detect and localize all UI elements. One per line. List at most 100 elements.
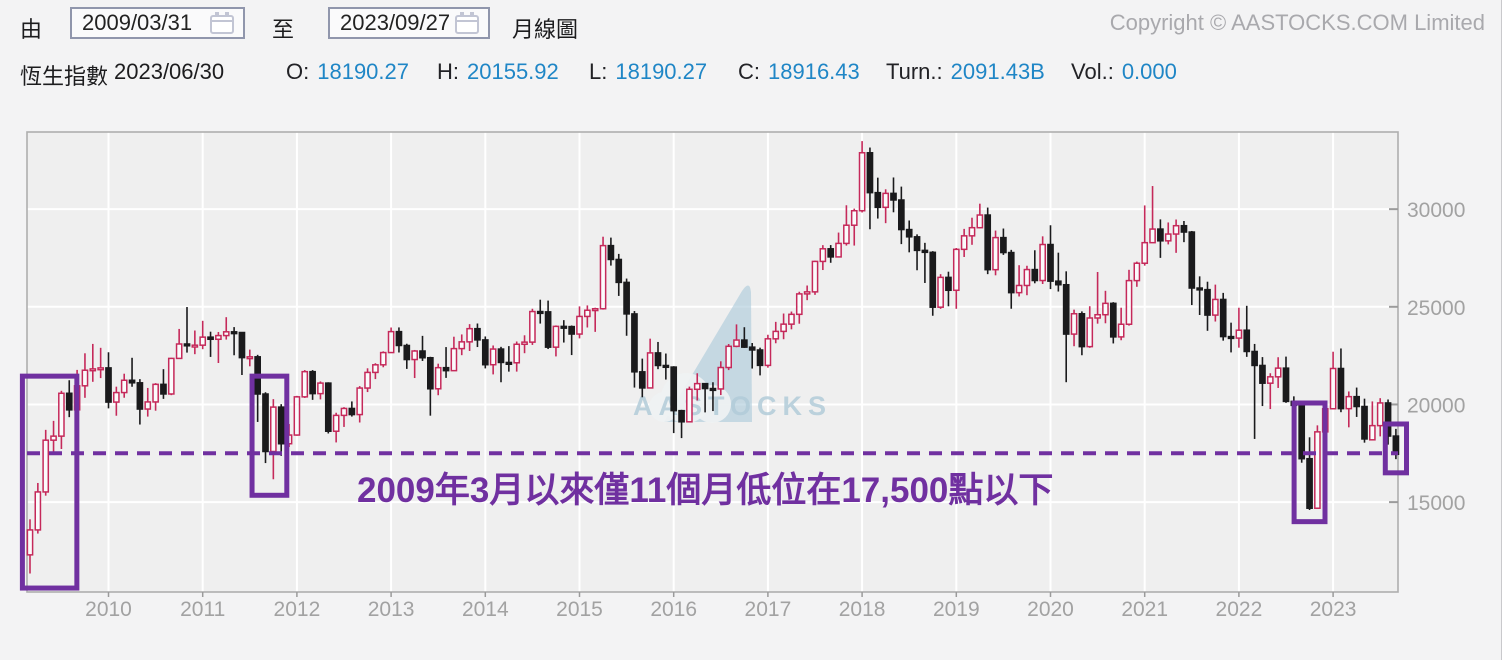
quote-volume: Vol.: 0.000 xyxy=(1071,59,1177,84)
candle-body xyxy=(497,348,505,364)
candle-body xyxy=(348,407,356,416)
calendar-icon[interactable] xyxy=(454,11,480,35)
candle-body xyxy=(529,310,536,343)
candle-body xyxy=(1306,457,1313,509)
candle-body xyxy=(1062,283,1070,335)
candle-body xyxy=(1369,424,1376,441)
candle-body xyxy=(1180,224,1188,233)
candle-body xyxy=(65,392,73,411)
candle-body xyxy=(89,368,97,372)
candle-body xyxy=(1125,279,1133,325)
candle-body xyxy=(756,349,764,367)
candle-body xyxy=(1384,402,1392,437)
candle-body xyxy=(1055,280,1062,286)
candle-body xyxy=(1149,228,1156,244)
candle-body xyxy=(1007,251,1015,294)
candle-body xyxy=(215,334,222,341)
candle-body xyxy=(395,330,403,347)
x-tick-label: 2022 xyxy=(1216,598,1263,621)
to-date-input[interactable]: 2023/09/27 xyxy=(328,7,490,39)
candle-body xyxy=(968,226,976,237)
candle-body xyxy=(1000,236,1007,254)
watermark-text: AASTOCKS xyxy=(633,391,832,421)
chart-type-label: 月線圖 xyxy=(512,17,579,42)
candle-body xyxy=(717,366,725,390)
index-name: 恆生指數 xyxy=(20,64,109,89)
candle-body xyxy=(379,351,387,366)
candle-body xyxy=(552,325,560,348)
candle-body xyxy=(505,361,513,365)
candle-body xyxy=(128,379,136,384)
candle-body xyxy=(238,331,246,359)
candle-body xyxy=(693,382,701,391)
x-tick-label: 2014 xyxy=(462,598,509,621)
candle-body xyxy=(803,291,811,295)
candle-body xyxy=(591,307,599,312)
x-tick-label: 2020 xyxy=(1027,598,1074,621)
x-tick-label: 2023 xyxy=(1310,598,1357,621)
y-tick-label: 30000 xyxy=(1407,199,1465,222)
candle-body xyxy=(277,406,285,445)
candlestick-series xyxy=(26,141,1400,574)
x-tick-label: 2011 xyxy=(180,598,225,621)
from-date-input[interactable]: 2009/03/31 xyxy=(70,7,245,39)
calendar-icon[interactable] xyxy=(209,11,235,35)
candle-body xyxy=(309,370,316,395)
candle-body xyxy=(921,249,929,254)
candle-body xyxy=(324,382,332,432)
quote-close: C: 18916.43 xyxy=(738,59,860,84)
candle-body xyxy=(26,529,34,556)
quote-low: L: 18190.27 xyxy=(589,59,708,84)
candle-body xyxy=(144,401,152,410)
candle-body xyxy=(1266,376,1274,384)
candle-body xyxy=(167,357,175,395)
candle-body xyxy=(419,350,426,359)
candle-body xyxy=(521,341,528,346)
candle-body xyxy=(1117,323,1125,338)
candle-body xyxy=(678,409,685,423)
candle-body xyxy=(733,339,740,348)
candle-body xyxy=(136,382,144,410)
candle-body xyxy=(1361,405,1368,440)
candle-body xyxy=(160,383,167,395)
x-tick-label: 2021 xyxy=(1121,598,1168,621)
candle-body xyxy=(332,414,340,432)
y-tick-label: 20000 xyxy=(1407,394,1465,417)
candle-body xyxy=(34,491,42,531)
candle-body xyxy=(882,192,889,209)
quote-date: 2023/06/30 xyxy=(114,59,225,84)
candle-body xyxy=(843,224,850,245)
candle-body xyxy=(780,323,787,333)
quote-row: 恆生指數 2023/06/30 O: 18190.27 H: 20155.92 L:… xyxy=(0,59,1501,89)
candle-body xyxy=(764,338,772,367)
candle-body xyxy=(623,281,630,315)
candle-body xyxy=(1102,302,1109,316)
candle-body xyxy=(1212,298,1219,316)
candle-body xyxy=(489,348,497,366)
candle-body xyxy=(992,236,999,271)
candle-body xyxy=(646,352,654,389)
candle-body xyxy=(670,366,678,412)
x-tick-label: 2017 xyxy=(745,598,792,621)
candle-body xyxy=(450,347,458,372)
candle-body xyxy=(481,339,489,366)
candle-body xyxy=(576,315,583,335)
candle-body xyxy=(50,435,57,441)
candle-body xyxy=(340,407,348,417)
quote-turnover: Turn.: 2091.43B xyxy=(886,59,1045,84)
candle-body xyxy=(1078,313,1086,348)
candle-body xyxy=(1047,243,1054,282)
candle-body xyxy=(1109,302,1117,338)
candle-body xyxy=(1314,431,1321,509)
candle-body xyxy=(701,382,709,390)
to-date-value: 2023/09/27 xyxy=(340,10,451,35)
candle-body xyxy=(458,341,466,350)
candle-body xyxy=(427,356,434,390)
candle-body xyxy=(387,330,395,354)
candle-body xyxy=(97,367,105,371)
candle-body xyxy=(372,364,379,374)
x-tick-label: 2013 xyxy=(368,598,415,621)
candle-body xyxy=(960,235,968,251)
candle-body xyxy=(1070,313,1078,335)
